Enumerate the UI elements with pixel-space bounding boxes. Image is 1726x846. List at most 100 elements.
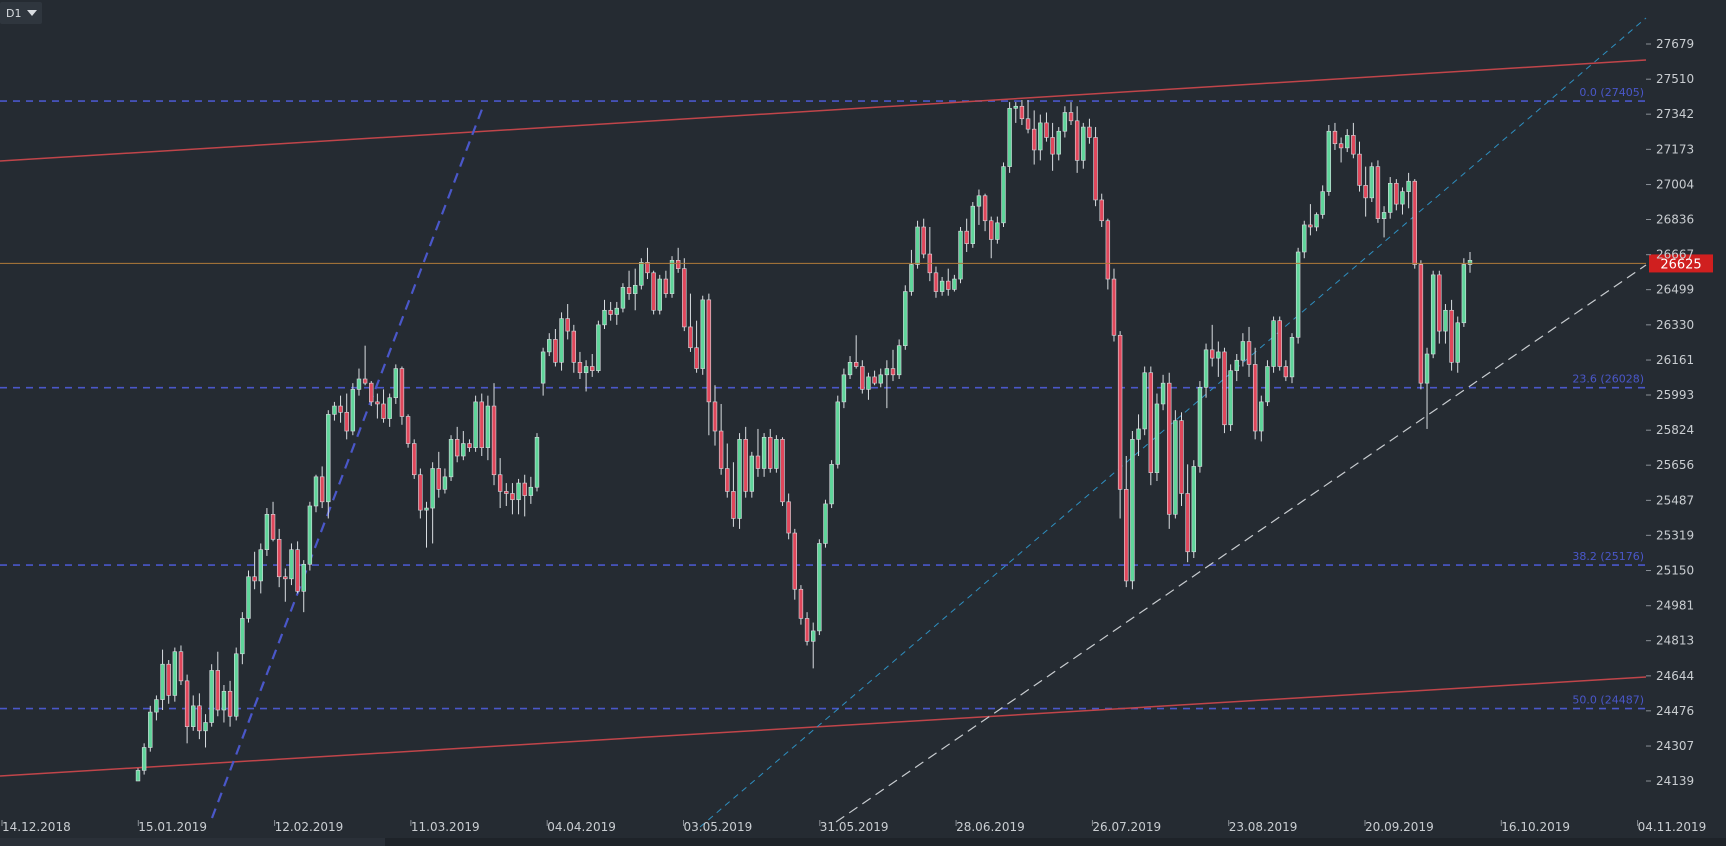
y-tick-label: 27004 [1656, 178, 1694, 192]
candle-body [301, 563, 306, 592]
candle-body [1295, 251, 1301, 338]
candle-body [369, 382, 374, 403]
candle-body [1191, 466, 1196, 553]
candle-body [1400, 191, 1405, 205]
candle-body [1019, 105, 1025, 120]
candle-body [835, 401, 840, 465]
candle-body [853, 362, 859, 367]
timeframe-dropdown[interactable]: D1 [0, 2, 42, 24]
candle-body [823, 503, 828, 544]
candle-body [1062, 112, 1068, 132]
candle-body [227, 690, 233, 717]
x-tick-label: 31.05.2019 [820, 820, 889, 834]
candle-body [448, 439, 454, 478]
candle-body [1283, 366, 1289, 378]
candle-body [583, 366, 589, 374]
candle-body [289, 549, 294, 580]
price-axis[interactable]: 27679 27510 27342 27173 27004 26836 26667 26499… [1646, 37, 1694, 788]
channel-upper-line[interactable] [0, 59, 1647, 162]
candle-body [952, 278, 957, 290]
candle-body [1050, 137, 1055, 155]
candle-body [338, 405, 343, 413]
candle-body [1216, 351, 1221, 359]
trendline-support[interactable] [835, 264, 1647, 823]
candle-body [608, 309, 613, 315]
x-tick-label: 28.06.2019 [956, 820, 1025, 834]
candle-body [479, 401, 484, 448]
y-tick-label: 27342 [1656, 107, 1694, 121]
candle-body [1357, 153, 1362, 186]
candle-body [946, 280, 951, 290]
candle-body [1081, 126, 1086, 161]
candle-body [866, 376, 871, 390]
candles [135, 100, 1473, 782]
fib-anchor-line[interactable] [210, 103, 486, 819]
candle-body [964, 230, 969, 244]
candle-body [1277, 320, 1282, 367]
candle-body [1130, 439, 1135, 582]
candle-body [1345, 135, 1350, 149]
candle-body [632, 284, 638, 294]
candle-body [178, 651, 184, 682]
candle-body [166, 663, 171, 696]
candle-body [319, 476, 325, 503]
candle-body [1234, 359, 1239, 371]
candle-body [1038, 122, 1043, 151]
candle-body [1167, 382, 1172, 515]
candle-body [1424, 353, 1430, 384]
candle-body [976, 195, 982, 207]
candle-body [1197, 387, 1203, 467]
y-tick-label: 26667 [1656, 248, 1694, 262]
channel-lower-line[interactable] [0, 676, 1647, 777]
candle-body [1173, 420, 1178, 515]
x-tick-label: 03.05.2019 [684, 820, 753, 834]
candle-body [749, 455, 755, 492]
candle-body [657, 278, 662, 311]
candle-body [1111, 278, 1117, 336]
trend-lines[interactable] [0, 17, 1647, 828]
candle-body [240, 618, 245, 655]
candle-body [792, 532, 797, 590]
candle-body [1209, 349, 1215, 359]
candle-body [362, 378, 368, 384]
y-tick-label: 24139 [1656, 774, 1694, 788]
candle-body [706, 299, 712, 403]
candle-body [412, 443, 417, 476]
scrollbar-thumb[interactable] [0, 838, 385, 846]
candle-body [276, 538, 282, 578]
y-tick-label: 26330 [1656, 318, 1694, 332]
candle-body [141, 747, 147, 771]
candle-body [197, 705, 202, 732]
candle-body [135, 770, 141, 782]
candle-body [896, 345, 902, 376]
candle-body [725, 468, 730, 492]
scrollbar[interactable] [0, 838, 1726, 846]
candle-body [283, 576, 288, 580]
candle-body [553, 339, 558, 363]
candle-body [1240, 341, 1246, 361]
candle-body [1314, 214, 1319, 228]
candle-body [1068, 112, 1074, 122]
candle-body [154, 699, 159, 713]
timeframe-label: D1 [6, 6, 22, 20]
candle-body [172, 651, 178, 696]
candle-body [246, 576, 251, 619]
y-tick-label: 25319 [1656, 528, 1694, 542]
fibonacci-levels[interactable]: 0.0 (27405) 23.6 (26028) 38.2 (25176) 50.0 … [0, 86, 1646, 710]
candle-body [547, 339, 552, 353]
fib-level-label: 38.2 (25176) [1572, 550, 1644, 563]
time-axis[interactable]: 14.12.2018 15.01.2019 12.02.2019 11.03.2019… [1, 820, 1706, 834]
candle-body [1467, 260, 1473, 265]
y-tick-label: 25656 [1656, 458, 1694, 472]
y-tick-label: 26499 [1656, 283, 1694, 297]
candle-body [1381, 212, 1387, 219]
candle-body [626, 287, 632, 294]
candle-body [559, 318, 564, 363]
x-tick-label: 26.07.2019 [1092, 820, 1161, 834]
trendline-blue[interactable] [699, 17, 1647, 828]
candle-body [1044, 122, 1049, 138]
candle-body [989, 220, 994, 240]
candle-body [700, 299, 705, 369]
